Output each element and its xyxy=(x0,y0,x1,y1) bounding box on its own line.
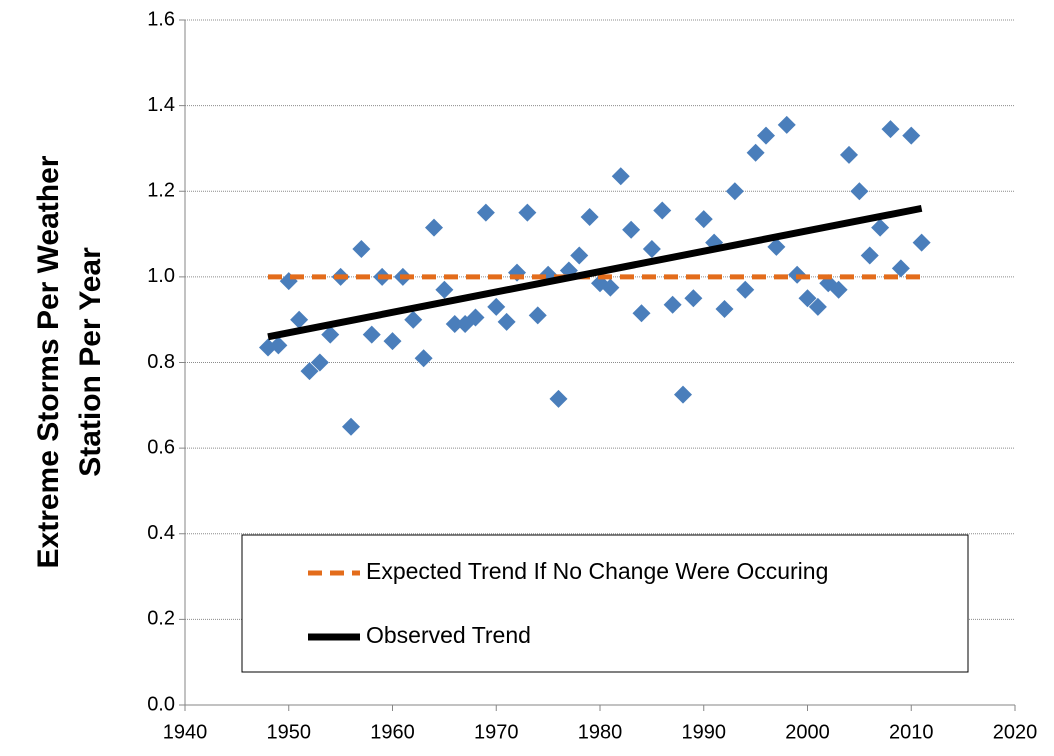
point xyxy=(808,297,827,316)
y-tick-label: 0.6 xyxy=(147,436,175,458)
point xyxy=(850,182,869,201)
point xyxy=(663,295,682,314)
point xyxy=(321,325,340,344)
x-tick-label: 1950 xyxy=(267,721,312,743)
point xyxy=(694,210,713,229)
point xyxy=(269,336,288,355)
x-tick-label: 1940 xyxy=(163,721,208,743)
y-tick-label: 1.0 xyxy=(147,265,175,287)
point xyxy=(653,201,672,220)
point xyxy=(891,259,910,278)
y-tick-label: 1.4 xyxy=(147,94,175,116)
point xyxy=(342,417,360,436)
y-axis-label: Station Per Year xyxy=(74,247,107,477)
legend-label: Expected Trend If No Change Were Occurin… xyxy=(366,558,828,584)
point xyxy=(383,332,402,351)
x-tick-label: 2010 xyxy=(889,721,934,743)
point xyxy=(611,167,630,186)
point xyxy=(362,325,381,344)
y-tick-label: 0.2 xyxy=(147,608,175,630)
point xyxy=(528,306,547,325)
point xyxy=(881,120,900,139)
point xyxy=(310,353,329,372)
point xyxy=(445,314,464,333)
point xyxy=(476,203,495,222)
y-tick-label: 0.4 xyxy=(147,522,175,544)
point xyxy=(466,308,485,327)
point xyxy=(632,304,651,323)
x-tick-label: 1960 xyxy=(370,721,415,743)
point xyxy=(757,126,775,145)
point xyxy=(767,237,786,256)
point xyxy=(829,280,848,299)
point xyxy=(736,280,755,299)
point xyxy=(684,289,703,308)
point xyxy=(601,278,620,297)
point xyxy=(425,218,443,237)
point xyxy=(642,240,661,259)
y-tick-label: 0.0 xyxy=(147,693,175,715)
x-tick-label: 2020 xyxy=(993,721,1038,743)
point xyxy=(715,299,734,318)
point xyxy=(549,389,568,408)
point xyxy=(871,218,890,237)
point xyxy=(580,207,599,226)
point xyxy=(860,246,879,265)
point xyxy=(290,310,309,329)
x-tick-label: 1970 xyxy=(474,721,519,743)
trend-line xyxy=(267,204,923,341)
point xyxy=(497,312,516,331)
y-axis-label: Extreme Storms Per Weather xyxy=(32,155,65,568)
point xyxy=(570,246,589,265)
y-tick-label: 1.6 xyxy=(147,8,175,30)
legend-box xyxy=(241,534,969,673)
point xyxy=(912,233,931,252)
point xyxy=(902,126,921,145)
y-tick-label: 1.2 xyxy=(147,180,175,202)
point xyxy=(622,220,641,239)
point xyxy=(777,115,796,134)
point xyxy=(674,385,692,404)
point xyxy=(404,310,423,329)
point xyxy=(414,349,433,368)
y-tick-label: 0.8 xyxy=(147,351,175,373)
point xyxy=(487,297,506,316)
point xyxy=(300,362,319,381)
point xyxy=(435,280,454,299)
point xyxy=(518,203,537,222)
point xyxy=(746,143,765,162)
x-tick-label: 1990 xyxy=(682,721,727,743)
x-tick-label: 1980 xyxy=(578,721,623,743)
point xyxy=(798,289,817,308)
point xyxy=(725,182,744,201)
point xyxy=(840,145,858,164)
x-tick-label: 2000 xyxy=(785,721,830,743)
legend-label: Observed Trend xyxy=(366,622,531,648)
point xyxy=(352,240,371,259)
